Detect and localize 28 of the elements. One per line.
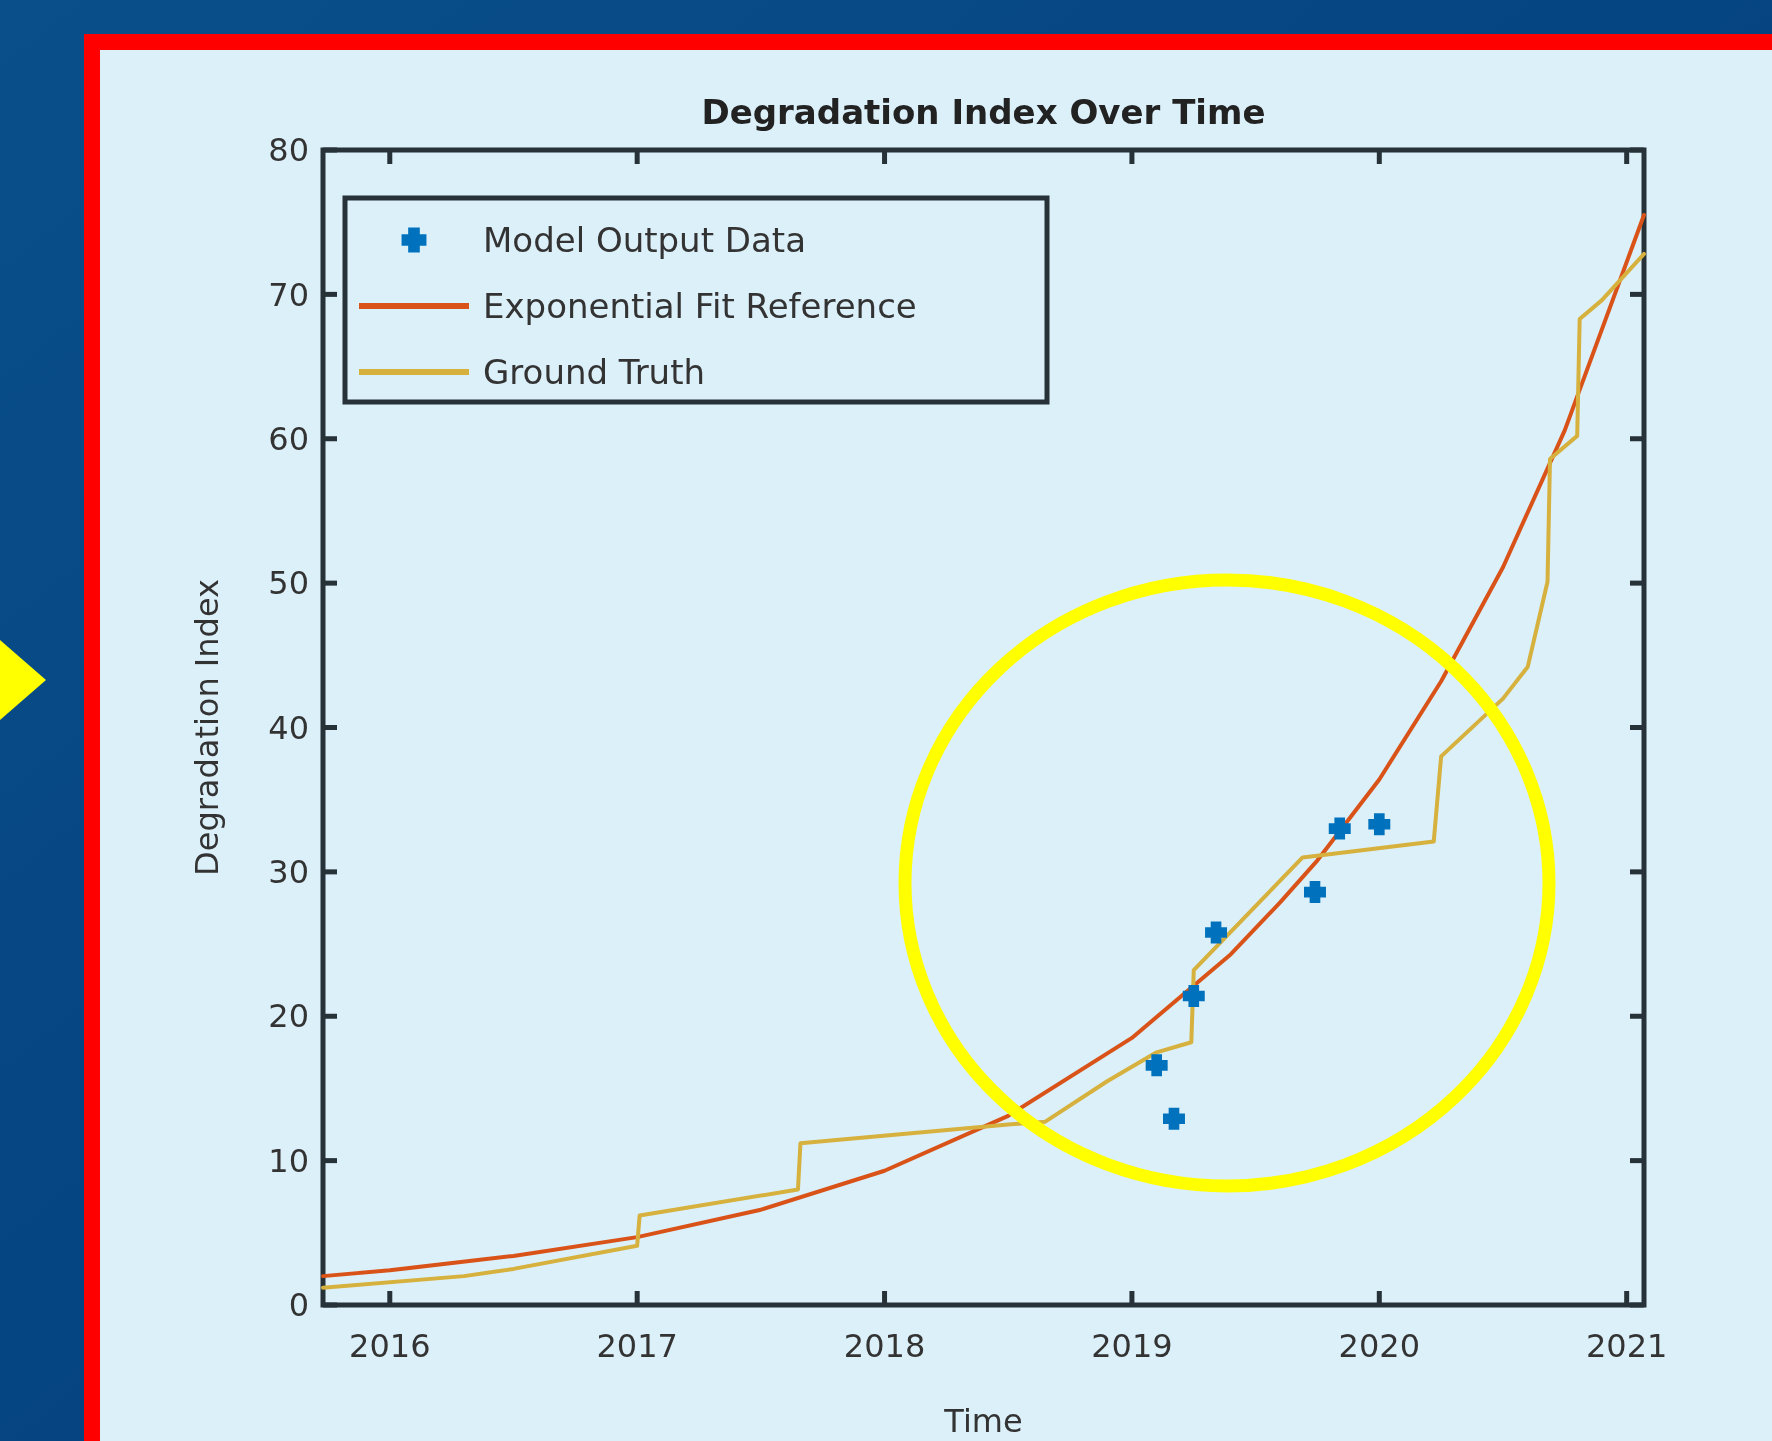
x-tick-label: 2018 — [843, 1327, 926, 1365]
point — [1163, 1107, 1185, 1130]
x-tick-label: 2019 — [1091, 1327, 1173, 1365]
x-tick-label: 2021 — [1585, 1327, 1668, 1365]
x-tick-label: 2020 — [1338, 1327, 1421, 1365]
y-tick-label: 10 — [268, 1141, 309, 1180]
y-tick-label: 40 — [268, 708, 309, 747]
y-tick-label: 0 — [288, 1286, 309, 1325]
y-tick-label: 80 — [268, 131, 309, 170]
legend-label: Exponential Fit Reference — [483, 285, 917, 326]
point — [1368, 813, 1391, 836]
y-tick-label: 50 — [268, 564, 309, 603]
point — [1145, 1054, 1168, 1077]
legend-label: Model Output Data — [483, 219, 806, 260]
x-tick-label: 2017 — [596, 1327, 678, 1365]
point — [1304, 881, 1326, 904]
y-tick-label: 30 — [268, 853, 309, 892]
x-axis-title: Time — [943, 1402, 1023, 1440]
chart-title: Degradation Index Over Time — [701, 92, 1266, 132]
y-axis-title: Degradation Index — [188, 579, 226, 876]
y-tick-label: 20 — [268, 997, 309, 1036]
point — [1205, 921, 1228, 944]
x-tick-label: 2016 — [349, 1327, 431, 1365]
y-tick-label: 70 — [268, 275, 309, 314]
legend-label: Ground Truth — [483, 351, 706, 392]
point — [1182, 985, 1205, 1008]
point — [1328, 817, 1351, 840]
y-tick-label: 60 — [268, 419, 309, 458]
